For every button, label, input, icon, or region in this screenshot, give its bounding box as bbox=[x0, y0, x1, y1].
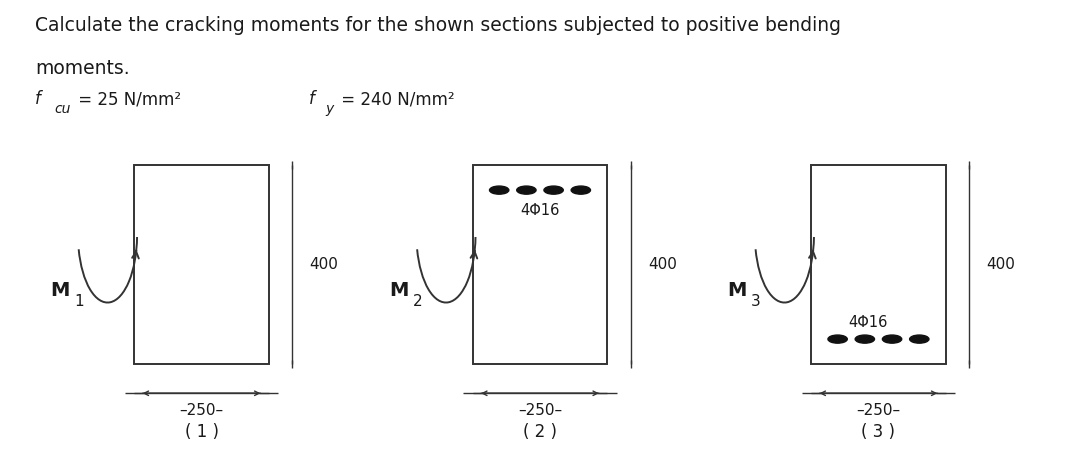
Text: 4Φ16: 4Φ16 bbox=[848, 315, 888, 330]
Circle shape bbox=[489, 186, 509, 194]
Text: M: M bbox=[51, 281, 70, 300]
Text: ( 2 ): ( 2 ) bbox=[523, 423, 557, 441]
Text: 400: 400 bbox=[310, 257, 338, 272]
Circle shape bbox=[516, 186, 536, 194]
Text: = 240 N/mm²: = 240 N/mm² bbox=[336, 90, 455, 108]
Text: 1: 1 bbox=[75, 294, 84, 309]
Circle shape bbox=[571, 186, 591, 194]
Bar bbox=[473, 165, 607, 364]
Bar bbox=[134, 165, 269, 364]
Text: 400: 400 bbox=[648, 257, 677, 272]
Text: M: M bbox=[389, 281, 408, 300]
Text: –250–: –250– bbox=[179, 403, 224, 418]
Circle shape bbox=[544, 186, 564, 194]
Text: f: f bbox=[35, 90, 41, 108]
Text: M: M bbox=[728, 281, 747, 300]
Text: 4Φ16: 4Φ16 bbox=[521, 203, 559, 218]
Circle shape bbox=[828, 335, 848, 343]
Text: moments.: moments. bbox=[35, 59, 130, 78]
Text: ( 1 ): ( 1 ) bbox=[185, 423, 218, 441]
Text: 400: 400 bbox=[986, 257, 1015, 272]
Text: Calculate the cracking moments for the shown sections subjected to positive bend: Calculate the cracking moments for the s… bbox=[35, 16, 841, 35]
Text: –250–: –250– bbox=[856, 403, 901, 418]
Text: cu: cu bbox=[54, 102, 70, 117]
Circle shape bbox=[909, 335, 929, 343]
Text: 2: 2 bbox=[413, 294, 422, 309]
Text: 3: 3 bbox=[751, 294, 761, 309]
Circle shape bbox=[882, 335, 902, 343]
Text: y: y bbox=[325, 102, 334, 117]
Text: f: f bbox=[309, 90, 315, 108]
Circle shape bbox=[855, 335, 875, 343]
Bar bbox=[811, 165, 946, 364]
Text: –250–: –250– bbox=[518, 403, 562, 418]
Text: = 25 N/mm²: = 25 N/mm² bbox=[72, 90, 180, 108]
Text: ( 3 ): ( 3 ) bbox=[862, 423, 895, 441]
